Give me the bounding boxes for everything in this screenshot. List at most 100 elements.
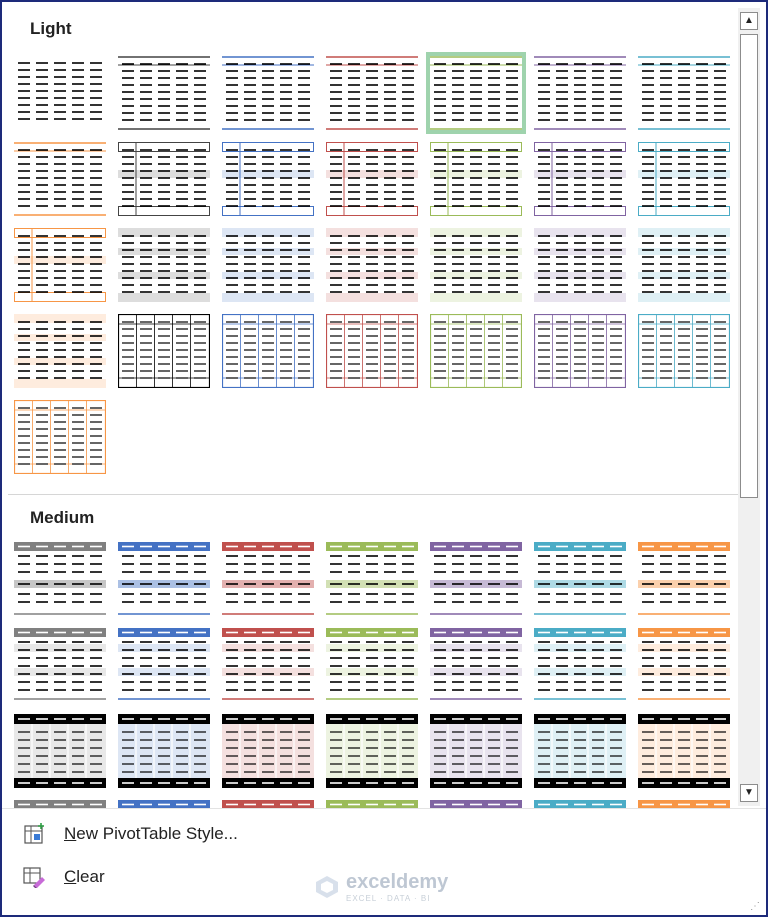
light-style-thumb[interactable] <box>534 314 626 388</box>
table-style-preview <box>14 628 106 700</box>
light-style-thumb[interactable] <box>326 142 418 216</box>
medium-style-thumb[interactable] <box>14 542 106 616</box>
light-style-thumb[interactable] <box>118 228 210 302</box>
table-style-preview <box>326 628 418 700</box>
light-style-thumb[interactable] <box>14 56 106 130</box>
light-style-thumb[interactable] <box>222 142 314 216</box>
watermark-tagline: EXCEL · DATA · BI <box>346 894 431 903</box>
table-style-preview <box>534 56 626 130</box>
medium-style-thumb[interactable] <box>326 714 418 788</box>
light-style-thumb[interactable] <box>14 142 106 216</box>
medium-style-thumb[interactable] <box>326 800 418 808</box>
table-style-preview <box>326 314 418 388</box>
light-style-thumb[interactable] <box>534 228 626 302</box>
light-style-thumb[interactable] <box>426 52 526 134</box>
table-style-preview <box>430 142 522 216</box>
light-style-thumb[interactable] <box>118 142 210 216</box>
table-style-preview <box>14 714 106 788</box>
medium-style-thumb[interactable] <box>222 714 314 788</box>
light-style-thumb[interactable] <box>326 228 418 302</box>
exceldemy-logo-icon <box>316 876 338 898</box>
table-style-preview <box>638 314 730 388</box>
table-style-preview <box>222 228 314 302</box>
medium-style-thumb[interactable] <box>222 628 314 702</box>
medium-style-thumb[interactable] <box>14 714 106 788</box>
light-style-thumb[interactable] <box>638 56 730 130</box>
light-style-thumb[interactable] <box>222 314 314 388</box>
medium-style-thumb[interactable] <box>534 542 626 616</box>
light-style-thumb[interactable] <box>534 56 626 130</box>
medium-style-thumb[interactable] <box>638 542 730 616</box>
table-style-preview <box>430 56 522 130</box>
table-style-preview <box>14 800 106 808</box>
medium-style-thumb[interactable] <box>534 800 626 808</box>
light-style-thumb[interactable] <box>638 142 730 216</box>
new-pivottable-style-item[interactable]: New PivotTable Style... <box>20 817 520 851</box>
table-style-preview <box>18 62 102 120</box>
medium-style-thumb[interactable] <box>222 800 314 808</box>
light-style-thumb[interactable] <box>638 314 730 388</box>
medium-style-thumb[interactable] <box>534 714 626 788</box>
table-style-preview <box>326 228 418 302</box>
medium-style-thumb[interactable] <box>638 628 730 702</box>
light-style-thumb[interactable] <box>222 56 314 130</box>
scroll-down-button[interactable]: ▼ <box>740 784 758 802</box>
medium-style-thumb[interactable] <box>118 714 210 788</box>
medium-style-thumb[interactable] <box>326 542 418 616</box>
light-style-thumb[interactable] <box>14 228 106 302</box>
table-style-preview <box>430 542 522 615</box>
table-style-preview <box>534 542 626 615</box>
light-style-thumb[interactable] <box>118 314 210 388</box>
light-style-thumb[interactable] <box>222 228 314 302</box>
table-style-preview <box>222 628 314 700</box>
light-style-thumb[interactable] <box>326 314 418 388</box>
light-style-thumb[interactable] <box>638 228 730 302</box>
new-pivottable-style-label: New PivotTable Style... <box>64 824 238 843</box>
table-style-preview <box>326 542 418 615</box>
table-style-preview <box>638 714 730 788</box>
style-gallery: Light Medium <box>2 2 738 808</box>
medium-style-thumb[interactable] <box>430 542 522 616</box>
table-style-preview <box>534 714 626 788</box>
light-style-thumb[interactable] <box>14 314 106 388</box>
resize-grip-icon[interactable]: ⋰ <box>750 901 760 912</box>
table-style-preview <box>534 314 626 388</box>
section-divider <box>8 494 738 495</box>
light-style-thumb[interactable] <box>326 56 418 130</box>
table-style-preview <box>222 56 314 130</box>
light-style-thumb[interactable] <box>430 228 522 302</box>
medium-style-thumb[interactable] <box>326 628 418 702</box>
light-style-thumb[interactable] <box>534 142 626 216</box>
medium-style-thumb[interactable] <box>118 800 210 808</box>
table-style-preview <box>118 714 210 788</box>
light-style-thumb[interactable] <box>430 314 522 388</box>
medium-style-thumb[interactable] <box>118 542 210 616</box>
table-style-preview <box>534 228 626 302</box>
medium-style-thumb[interactable] <box>14 628 106 702</box>
table-style-preview <box>222 542 314 615</box>
scroll-thumb[interactable] <box>740 34 758 498</box>
medium-style-thumb[interactable] <box>430 800 522 808</box>
medium-style-thumb[interactable] <box>534 628 626 702</box>
table-style-preview <box>14 400 106 474</box>
light-style-thumb[interactable] <box>14 400 106 474</box>
light-style-thumb[interactable] <box>430 142 522 216</box>
light-style-thumb[interactable] <box>118 56 210 130</box>
medium-style-thumb[interactable] <box>14 800 106 808</box>
gallery-scrollbar[interactable]: ▲ ▼ <box>738 8 760 806</box>
section-title-light: Light <box>30 19 72 38</box>
table-style-preview <box>430 314 522 388</box>
medium-style-thumb[interactable] <box>638 714 730 788</box>
medium-style-thumb[interactable] <box>430 714 522 788</box>
table-style-preview <box>118 628 210 700</box>
table-style-preview <box>638 800 730 808</box>
scroll-up-button[interactable]: ▲ <box>740 12 758 30</box>
table-style-preview <box>326 800 418 808</box>
medium-style-thumb[interactable] <box>638 800 730 808</box>
clear-style-item[interactable]: Clear <box>20 860 520 894</box>
table-style-preview <box>222 800 314 808</box>
medium-style-thumb[interactable] <box>118 628 210 702</box>
medium-style-thumb[interactable] <box>430 628 522 702</box>
medium-style-thumb[interactable] <box>222 542 314 616</box>
